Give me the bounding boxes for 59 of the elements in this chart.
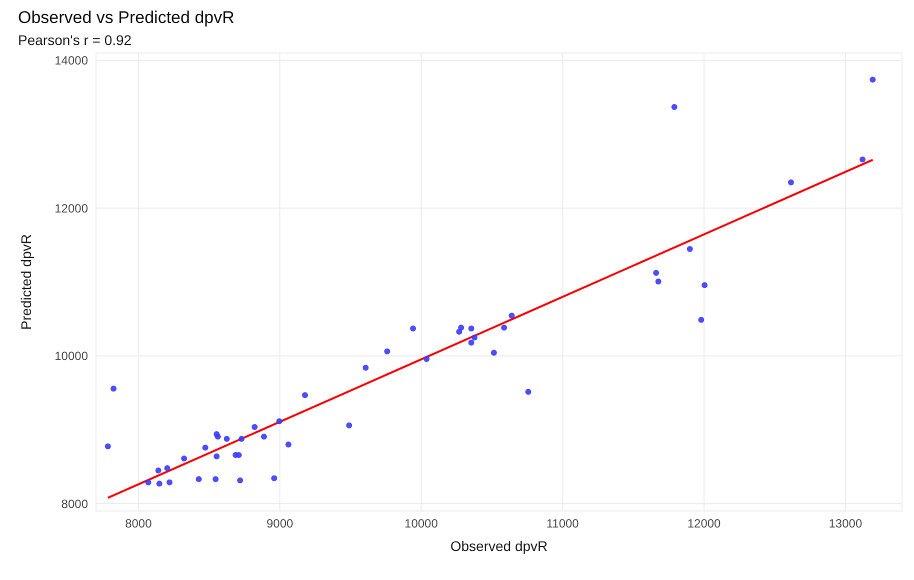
point [490, 350, 497, 356]
y-tick-label: 12000 [54, 201, 88, 216]
point [655, 278, 662, 284]
x-tick-label: 11000 [546, 516, 580, 531]
point [508, 312, 515, 319]
chart-title: Observed vs Predicted dpvR [18, 8, 236, 28]
x-tick-label: 13000 [828, 516, 862, 531]
point [424, 356, 430, 362]
point [472, 334, 478, 341]
point [110, 386, 117, 392]
point [236, 452, 242, 458]
x-tick-label: 12000 [687, 516, 722, 531]
point [260, 434, 267, 440]
point [362, 364, 369, 371]
point [276, 418, 282, 424]
y-tick-label: 8000 [61, 496, 88, 511]
point [145, 479, 152, 486]
point [202, 444, 208, 451]
point [653, 270, 660, 276]
point [252, 424, 258, 430]
point [525, 388, 532, 395]
point [870, 76, 876, 83]
point [156, 480, 162, 487]
point [788, 179, 794, 186]
point [702, 282, 708, 288]
y-tick-label: 14000 [54, 54, 88, 68]
x-axis-title: Observed dpvR [450, 538, 548, 554]
chart-subtitle: Pearson's r = 0.92 [18, 32, 133, 48]
point [271, 475, 278, 482]
point [468, 326, 474, 332]
y-tick-label: 10000 [54, 349, 88, 364]
point [214, 453, 220, 460]
point [698, 316, 704, 323]
point [671, 104, 678, 110]
y-axis-title: Predicted dpvR [18, 234, 34, 330]
point [468, 340, 474, 346]
x-tick-label: 9000 [266, 516, 294, 531]
point [302, 392, 308, 398]
point [238, 436, 245, 442]
point [237, 477, 244, 484]
x-tick-label: 8000 [125, 516, 152, 531]
point [214, 434, 221, 440]
point [196, 476, 202, 482]
point [181, 456, 188, 462]
point [224, 436, 230, 442]
point [686, 246, 693, 252]
point [212, 476, 219, 482]
point [164, 465, 170, 472]
x-tick-label: 10000 [404, 516, 438, 531]
point [166, 479, 173, 486]
point [410, 326, 416, 332]
point [155, 468, 162, 474]
point [501, 324, 508, 331]
point [458, 324, 464, 331]
point [384, 348, 390, 354]
point [104, 443, 111, 450]
point [860, 156, 866, 163]
point [346, 422, 352, 428]
point [285, 441, 292, 448]
